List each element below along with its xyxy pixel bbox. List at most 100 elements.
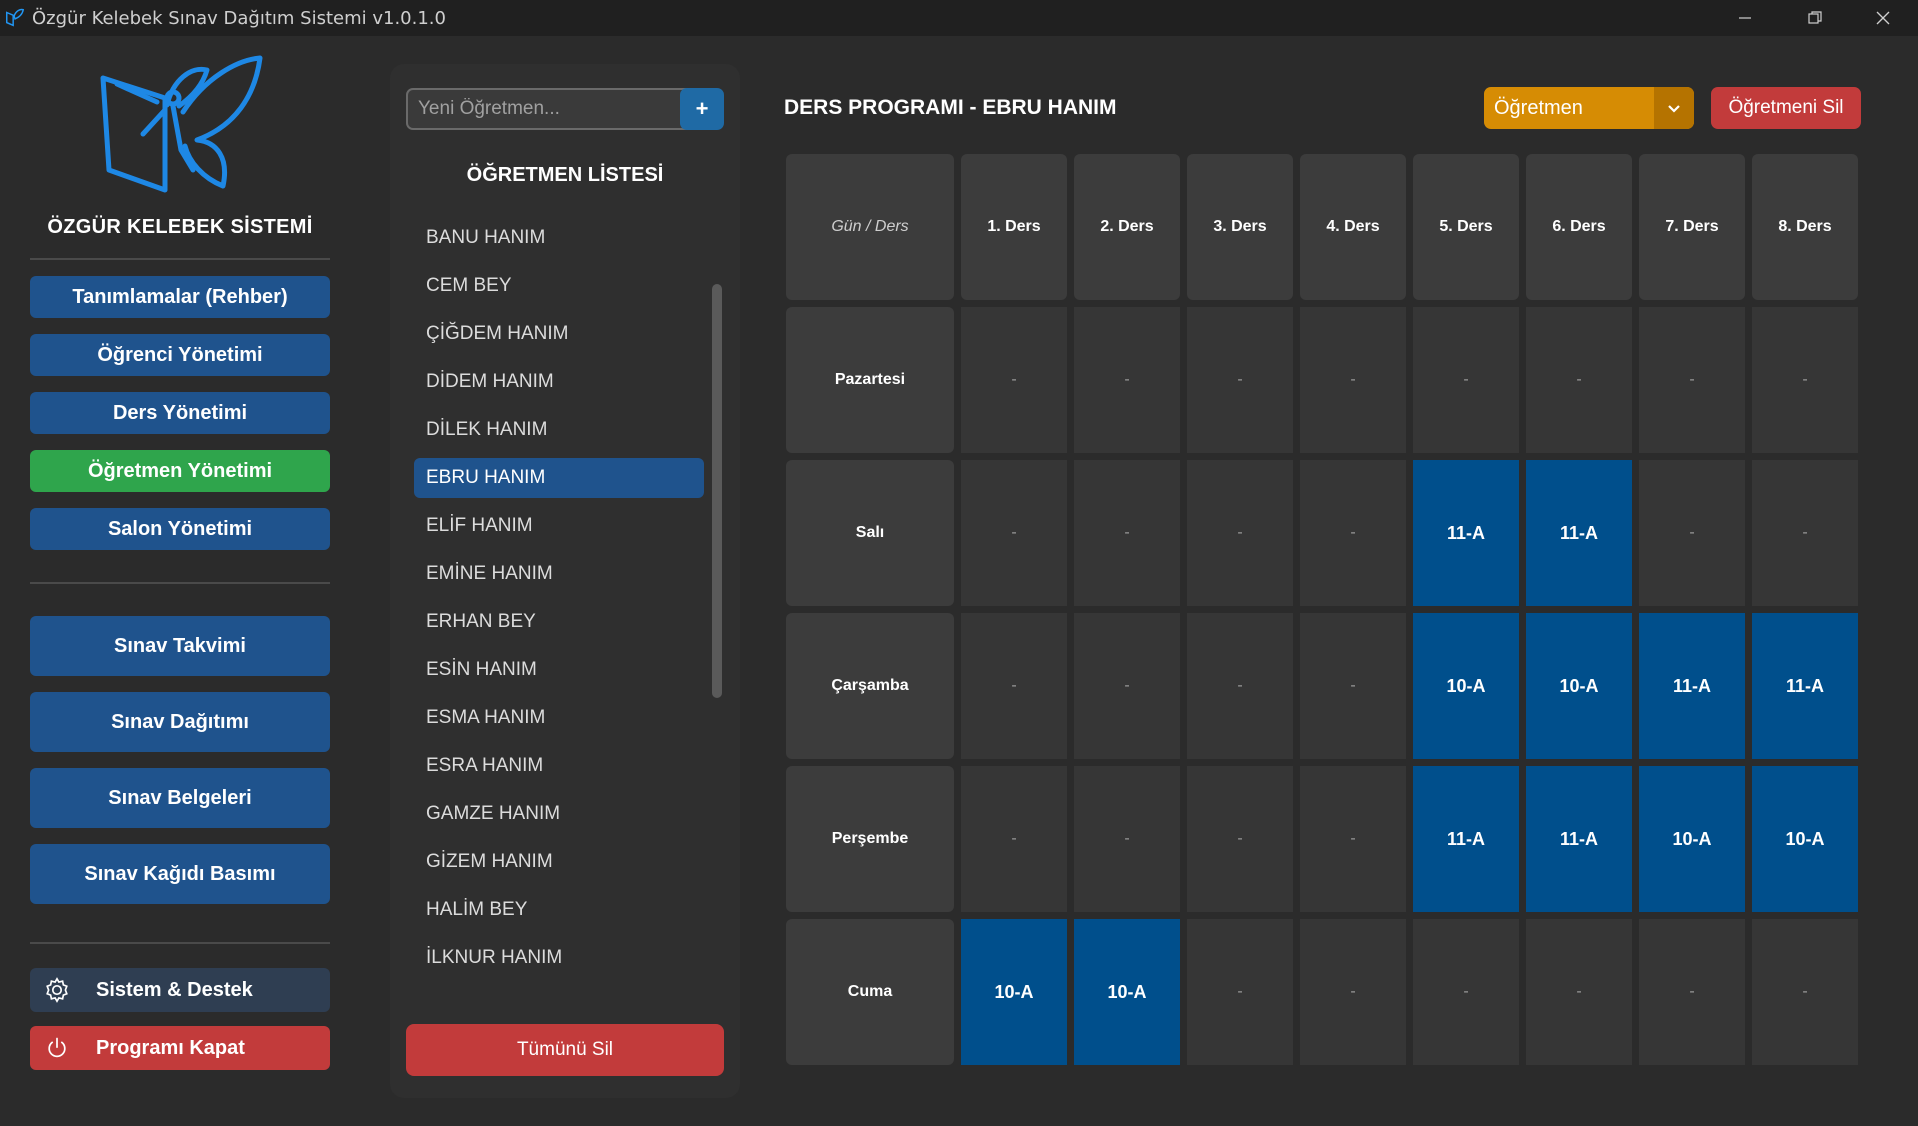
schedule-cell[interactable]: 11-A xyxy=(1639,613,1745,759)
schedule-cell[interactable]: - xyxy=(1187,460,1293,606)
system-support-label: Sistem & Destek xyxy=(96,978,253,1001)
close-window-button[interactable] xyxy=(1848,0,1918,36)
nav-label: Öğretmen Yönetimi xyxy=(87,459,273,482)
teacher-list-item[interactable]: ÇİĞDEM HANIM xyxy=(426,323,569,344)
nav-label: Sınav Kağıdı Basımı xyxy=(84,862,276,885)
day-header: Pazartesi xyxy=(786,307,954,453)
schedule-cell[interactable]: 11-A xyxy=(1752,613,1858,759)
teacher-list-item[interactable]: ELİF HANIM xyxy=(426,515,533,536)
nav-courses-button[interactable]: Ders Yönetimi xyxy=(30,392,330,434)
schedule-cell[interactable]: - xyxy=(1300,766,1406,912)
schedule-cell[interactable]: - xyxy=(1752,460,1858,606)
schedule-cell[interactable]: - xyxy=(1526,919,1632,1065)
schedule-cell[interactable]: - xyxy=(1300,919,1406,1065)
teacher-list-item[interactable]: EBRU HANIM xyxy=(414,458,704,498)
teacher-list-title: ÖĞRETMEN LİSTESİ xyxy=(466,164,664,186)
window-title: Özgür Kelebek Sınav Dağıtım Sistemi v1.0… xyxy=(32,7,446,29)
title-bar: Özgür Kelebek Sınav Dağıtım Sistemi v1.0… xyxy=(0,0,1918,36)
nav-definitions-button[interactable]: Tanımlamalar (Rehber) xyxy=(30,276,330,318)
schedule-cell[interactable]: 10-A xyxy=(1413,613,1519,759)
teacher-list-item[interactable]: ESMA HANIM xyxy=(426,707,546,728)
schedule-cell[interactable]: - xyxy=(1413,307,1519,453)
teacher-list-item[interactable]: EMİNE HANIM xyxy=(426,563,553,584)
role-dropdown[interactable]: Öğretmen xyxy=(1484,87,1694,129)
schedule-cell[interactable]: - xyxy=(1074,613,1180,759)
schedule-cell[interactable]: - xyxy=(1187,613,1293,759)
teacher-list: BANU HANIM CEM BEY ÇİĞDEM HANIM DİDEM HANIM… xyxy=(414,218,704,986)
schedule-cell[interactable]: 10-A xyxy=(1752,766,1858,912)
nav-students-button[interactable]: Öğrenci Yönetimi xyxy=(30,334,330,376)
add-teacher-button[interactable]: + xyxy=(680,88,724,130)
schedule-cell[interactable]: - xyxy=(961,460,1067,606)
schedule-cell[interactable]: - xyxy=(1074,766,1180,912)
system-support-button[interactable]: Sistem & Destek xyxy=(30,968,330,1012)
schedule-cell[interactable]: - xyxy=(1300,460,1406,606)
nav-rooms-button[interactable]: Salon Yönetimi xyxy=(30,508,330,550)
teacher-list-item[interactable]: HALİM BEY xyxy=(426,899,528,920)
day-header: Perşembe xyxy=(786,766,954,912)
minimize-button[interactable] xyxy=(1710,0,1780,36)
schedule-cell[interactable]: - xyxy=(1752,919,1858,1065)
period-header: 4. Ders xyxy=(1300,154,1406,300)
schedule-cell[interactable]: - xyxy=(1187,307,1293,453)
close-icon xyxy=(1876,11,1890,25)
schedule-cell[interactable]: - xyxy=(1413,919,1519,1065)
nav-exam-print-button[interactable]: Sınav Kağıdı Basımı xyxy=(30,844,330,904)
period-header: 7. Ders xyxy=(1639,154,1745,300)
restore-button[interactable] xyxy=(1780,0,1850,36)
schedule-cell[interactable]: - xyxy=(1639,307,1745,453)
schedule-cell[interactable]: 10-A xyxy=(1074,919,1180,1065)
teacher-list-item[interactable]: GİZEM HANIM xyxy=(426,851,553,872)
teacher-list-panel: + ÖĞRETMEN LİSTESİ BANU HANIM CEM BEY ÇİĞD… xyxy=(390,64,740,1098)
period-header: 2. Ders xyxy=(1074,154,1180,300)
schedule-cell[interactable]: - xyxy=(961,766,1067,912)
schedule-cell[interactable]: - xyxy=(961,613,1067,759)
schedule-cell[interactable]: - xyxy=(1300,307,1406,453)
schedule-cell[interactable]: 11-A xyxy=(1526,460,1632,606)
schedule-cell[interactable]: 10-A xyxy=(961,919,1067,1065)
schedule-cell[interactable]: - xyxy=(1752,307,1858,453)
schedule-cell[interactable]: 11-A xyxy=(1526,766,1632,912)
teacher-list-item[interactable]: ESİN HANIM xyxy=(426,659,537,680)
nav-exam-calendar-button[interactable]: Sınav Takvimi xyxy=(30,616,330,676)
teacher-list-item[interactable]: DİLEK HANIM xyxy=(426,419,548,440)
schedule-cell[interactable]: - xyxy=(1526,307,1632,453)
period-header: 1. Ders xyxy=(961,154,1067,300)
teacher-list-item[interactable]: İLKNUR HANIM xyxy=(426,947,563,968)
teacher-list-item[interactable]: BANU HANIM xyxy=(426,227,546,248)
schedule-cell[interactable]: - xyxy=(1187,919,1293,1065)
teacher-list-item[interactable]: GAMZE HANIM xyxy=(426,803,561,824)
new-teacher-input[interactable] xyxy=(406,88,692,130)
nav-label: Salon Yönetimi xyxy=(107,517,253,540)
quit-program-label: Programı Kapat xyxy=(96,1036,245,1059)
schedule-cell[interactable]: 10-A xyxy=(1526,613,1632,759)
schedule-cell[interactable]: 11-A xyxy=(1413,766,1519,912)
nav-teachers-button[interactable]: Öğretmen Yönetimi xyxy=(30,450,330,492)
sidebar: ÖZGÜR KELEBEK SİSTEMİ Tanımlamalar (Rehb… xyxy=(0,36,360,1126)
schedule-cell[interactable]: - xyxy=(1300,613,1406,759)
chevron-down-icon[interactable] xyxy=(1654,87,1694,129)
power-icon xyxy=(42,1033,72,1063)
minimize-icon xyxy=(1739,17,1751,19)
schedule-cell[interactable]: - xyxy=(961,307,1067,453)
period-header: 5. Ders xyxy=(1413,154,1519,300)
teacher-list-item[interactable]: ERHAN BEY xyxy=(426,611,536,632)
teacher-list-scrollbar[interactable] xyxy=(712,284,722,698)
schedule-cell[interactable]: - xyxy=(1074,307,1180,453)
schedule-cell[interactable]: - xyxy=(1074,460,1180,606)
schedule-cell[interactable]: - xyxy=(1639,919,1745,1065)
delete-all-button[interactable]: Tümünü Sil xyxy=(406,1024,724,1076)
schedule-cell[interactable]: 10-A xyxy=(1639,766,1745,912)
delete-teacher-button[interactable]: Öğretmeni Sil xyxy=(1711,87,1861,129)
teacher-list-item[interactable]: CEM BEY xyxy=(426,275,512,296)
schedule-cell[interactable]: - xyxy=(1639,460,1745,606)
schedule-cell[interactable]: 11-A xyxy=(1413,460,1519,606)
schedule-cell[interactable]: - xyxy=(1187,766,1293,912)
teacher-list-item[interactable]: ESRA HANIM xyxy=(426,755,544,776)
nav-exam-documents-button[interactable]: Sınav Belgeleri xyxy=(30,768,330,828)
nav-exam-distribution-button[interactable]: Sınav Dağıtımı xyxy=(30,692,330,752)
teacher-list-item[interactable]: DİDEM HANIM xyxy=(426,371,554,392)
day-header: Cuma xyxy=(786,919,954,1065)
quit-program-button[interactable]: Programı Kapat xyxy=(30,1026,330,1070)
nav-label: Sınav Takvimi xyxy=(114,634,246,657)
